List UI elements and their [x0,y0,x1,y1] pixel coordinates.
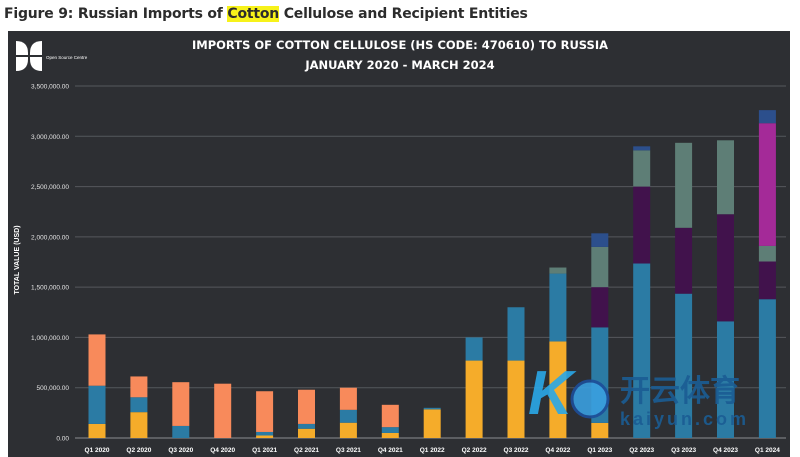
logo-petal [16,41,28,55]
logo-petal [30,41,42,55]
bar-segment-series-2 [549,273,567,342]
bar-segment-series-1 [381,432,399,438]
bar-segment-series-3 [298,389,315,424]
bar-segment-series-2 [465,337,483,361]
watermark-k-icon: K [528,359,577,428]
bar-segment-series-5 [633,150,651,187]
bar-segment-series-3 [172,382,190,426]
bar-segment-series-1 [130,412,148,438]
watermark-en: kaiyun.com [620,409,749,429]
bar-segment-series-2 [381,427,399,433]
figure-heading: Figure 9: Russian Imports of Cotton Cell… [4,6,528,22]
logo-text: Open Source Centre [46,55,88,60]
x-tick-label: Q1 2020 [85,447,110,454]
x-tick-label: Q3 2023 [671,447,696,454]
bar-segment-series-1 [423,409,441,438]
bar-segment-series-4 [591,287,609,328]
bar-segment-series-1 [465,360,483,438]
x-tick-label: Q3 2022 [504,447,529,454]
bar-segment-series-1 [88,423,106,438]
bar-segment-series-1 [507,360,525,438]
bar-segment-series-4 [717,214,734,322]
bar-segment-series-3 [381,404,399,428]
y-tick-label: 3,000,000.00 [31,134,69,141]
bar-segment-series-2 [507,307,525,361]
heading-prefix: Figure 9: Russian Imports of [4,6,228,22]
watermark-cn: 开云体育 [620,374,740,409]
heading-suffix: Cellulose and Recipient Entities [279,6,528,22]
x-tick-label: Q4 2023 [713,447,738,454]
bar-segment-series-3 [256,391,274,432]
x-tick-label: Q2 2023 [629,447,654,454]
bar-segment-series-1 [549,341,567,438]
bar-segment-series-5 [591,246,609,288]
logo-petal [16,57,28,71]
bar-segment-series-6 [758,123,776,246]
watermark-ball-icon [570,379,610,419]
watermark: K 开云体育 kaiyun.com [528,359,788,436]
bar-segment-series-2 [423,407,441,410]
x-tick-label: Q2 2020 [126,447,151,454]
bar-segment-series-2 [717,321,734,438]
bar-segment-series-5 [675,142,693,228]
logo-petal [30,57,42,71]
x-tick-label: Q2 2022 [462,447,487,454]
heading-highlight: Cotton [227,6,280,22]
bar-segment-series-5 [758,245,776,262]
bar-segment-series-2 [88,385,106,424]
bar-segment-series-7 [633,146,651,151]
bar-segment-series-2 [130,397,148,413]
bar-segment-series-5 [549,267,567,274]
x-tick-label: Q3 2020 [168,447,193,454]
y-tick-label: 3,500,000.00 [31,84,69,91]
y-tick-label: 0.00 [56,436,69,443]
x-tick-label: Q4 2020 [210,447,235,454]
bar-chart: Open Source Centre IMPORTS OF COTTON CEL… [14,38,786,454]
bar-segment-series-2 [298,423,315,429]
x-tick-label: Q4 2022 [545,447,570,454]
bar-segment-series-2 [256,431,274,436]
bar-segment-series-5 [717,140,734,215]
y-tick-label: 1,000,000.00 [31,335,69,342]
bar-segment-series-1 [256,435,274,438]
x-tick-label: Q1 2022 [420,447,445,454]
y-tick-label: 2,000,000.00 [31,234,69,241]
bar-segment-series-7 [591,233,609,247]
chart-subtitle: JANUARY 2020 - MARCH 2024 [304,58,494,72]
x-tick-label: Q4 2021 [378,447,403,454]
bar-segment-series-3 [130,376,148,398]
logo: Open Source Centre [16,41,88,71]
x-tick-label: Q1 2023 [587,447,612,454]
bar-segment-series-2 [172,425,190,438]
bar-segment-series-4 [675,227,693,294]
bar-segment-series-2 [339,409,357,423]
bar-segment-series-4 [758,261,776,300]
bar-segment-series-2 [675,293,693,438]
bar-segment-series-3 [214,383,232,438]
y-tick-label: 1,500,000.00 [31,285,69,292]
bar-segment-series-4 [633,186,651,264]
x-tick-label: Q3 2021 [336,447,361,454]
bar-segment-series-2 [758,299,776,438]
chart-title: IMPORTS OF COTTON CELLULOSE (HS CODE: 47… [192,38,608,52]
bar-segment-series-3 [88,334,106,386]
bar-segment-series-2 [633,263,651,438]
bar-segment-series-7 [758,110,776,124]
chart-panel: Open Source Centre IMPORTS OF COTTON CEL… [8,31,790,457]
bar-segment-series-3 [339,387,357,410]
y-tick-label: 2,500,000.00 [31,184,69,191]
x-tick-label: Q2 2021 [294,447,319,454]
bar-segment-series-1 [298,428,315,438]
bar-segment-series-1 [591,422,609,438]
y-axis-label: TOTAL VALUE (USD) [14,225,21,294]
bar-segment-series-1 [339,422,357,438]
x-tick-label: Q1 2021 [252,447,277,454]
y-tick-label: 500,000.00 [36,385,69,392]
x-tick-label: Q1 2024 [755,447,780,454]
